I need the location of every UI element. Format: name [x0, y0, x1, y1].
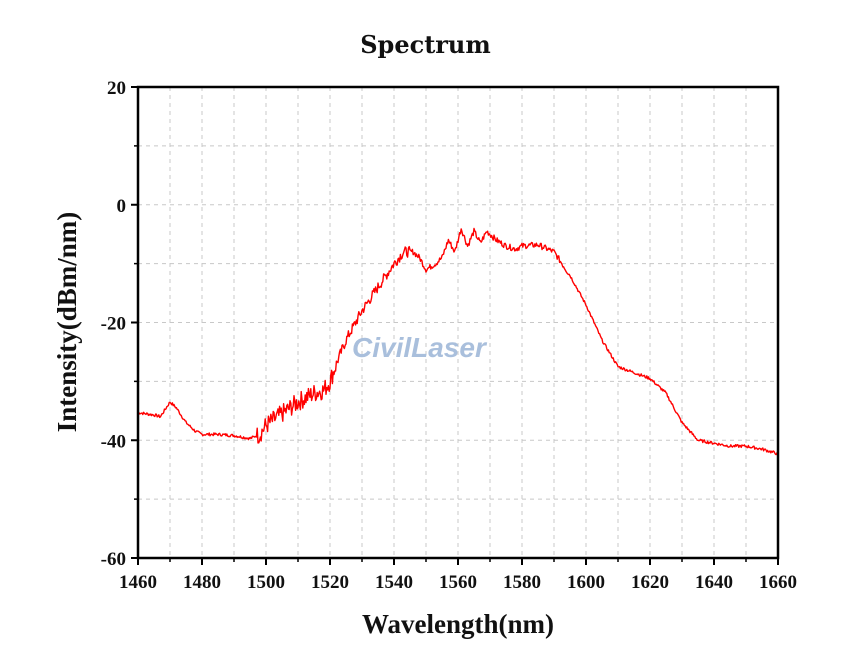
x-tick-label: 1600 [567, 572, 605, 593]
x-axis-label: Wavelength(nm) [362, 609, 554, 639]
watermark-logo: CivilLaser [352, 332, 488, 363]
x-tick-label: 1660 [759, 572, 797, 593]
y-axis-label: Intensity(dBm/nm) [52, 212, 82, 433]
x-tick-label: 1480 [183, 572, 221, 593]
x-tick-label: 1580 [503, 572, 541, 593]
y-tick-label: 0 [117, 196, 127, 217]
x-tick-label: 1640 [695, 572, 733, 593]
ticks: 1460 1480 1500 1520 1540 1560 1580 1600 1620 1640… [101, 78, 797, 593]
x-tick-label: 1460 [119, 572, 157, 593]
y-tick-label: 20 [107, 78, 126, 99]
series [137, 227, 779, 456]
x-tick-label: 1540 [375, 572, 413, 593]
x-tick-label: 1560 [439, 572, 477, 593]
x-tick-label: 1500 [247, 572, 285, 593]
y-tick-label: -40 [101, 431, 126, 452]
x-tick-label: 1520 [311, 572, 349, 593]
series-line [137, 227, 779, 456]
y-tick-label: -20 [101, 314, 126, 335]
x-tick-label: 1620 [631, 572, 669, 593]
chart-title: Spectrum [360, 30, 491, 59]
y-tick-label: -60 [101, 549, 126, 570]
grid [138, 87, 778, 558]
